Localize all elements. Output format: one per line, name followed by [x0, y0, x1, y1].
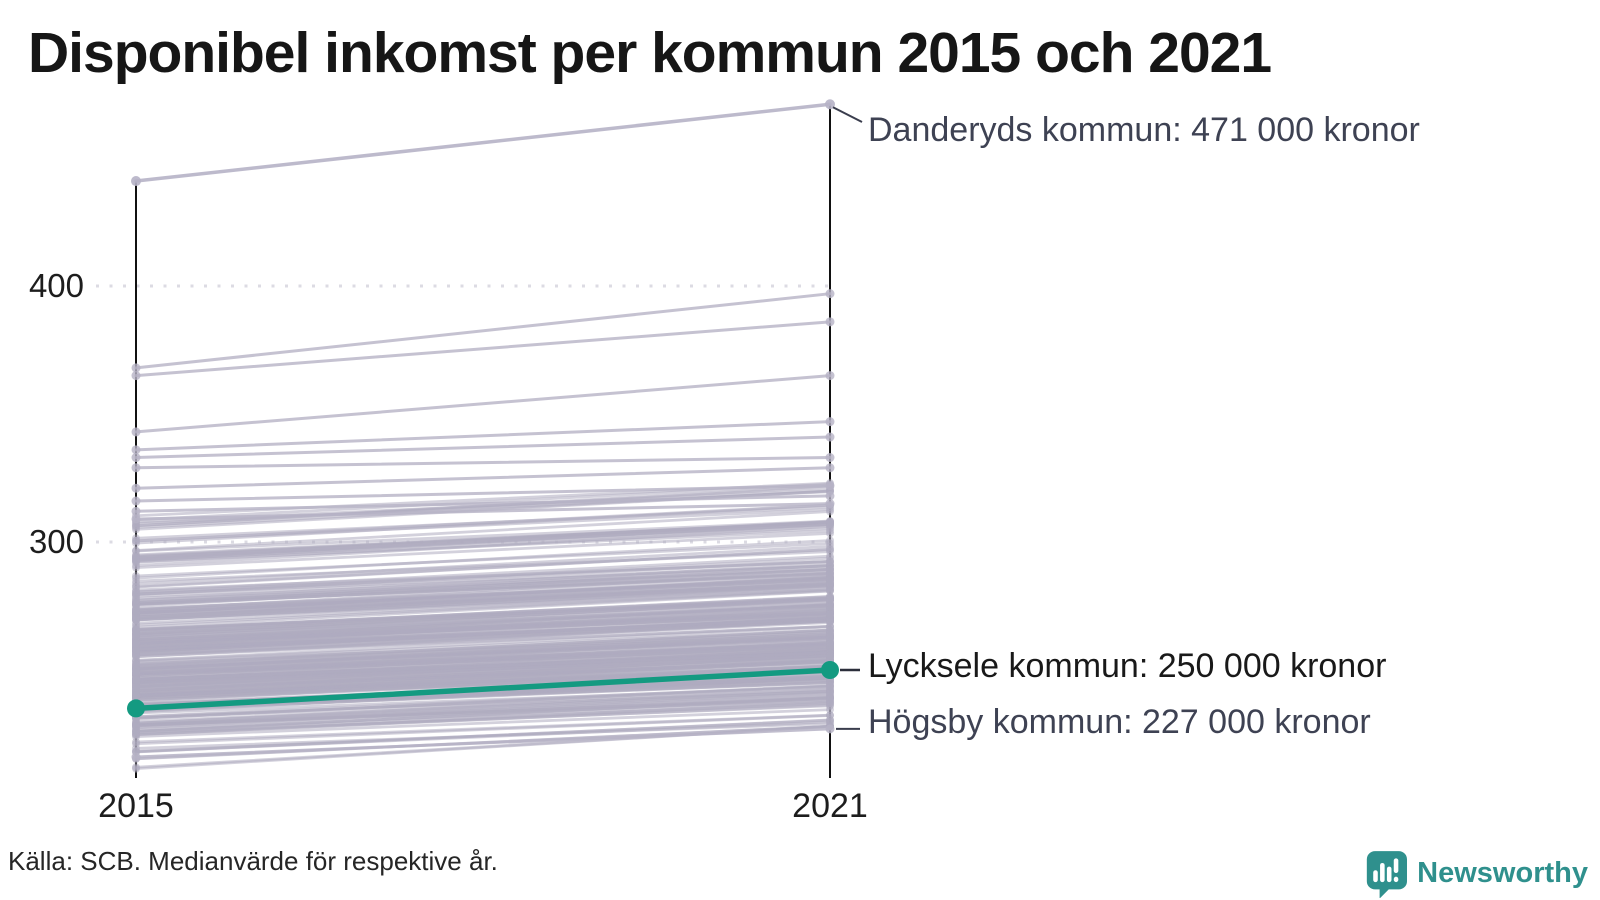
source-note: Källa: SCB. Medianvärde för respektive å… [8, 846, 498, 876]
annotation-danderyd-kommun: Danderyds kommun: 471 000 kronor [868, 111, 1420, 149]
annotation-hogsby-kommun: Högsby kommun: 227 000 kronor [868, 703, 1371, 741]
annotation-lycksele-kommun: Lycksele kommun: 250 000 kronor [868, 647, 1387, 685]
y-axis-tick-300: 300 [28, 523, 84, 560]
chart-title: Disponibel inkomst per kommun 2015 och 2… [28, 21, 1272, 85]
y-axis-tick-400: 400 [28, 267, 84, 304]
x-axis-label-2015: 2015 [98, 787, 174, 825]
x-axis-label-2021: 2021 [792, 787, 868, 825]
newsworthy-logo-icon [1366, 851, 1408, 898]
newsworthy-logo[interactable]: Newsworthy [1365, 848, 1588, 898]
newsworthy-logo-text: Newsworthy [1417, 857, 1588, 889]
